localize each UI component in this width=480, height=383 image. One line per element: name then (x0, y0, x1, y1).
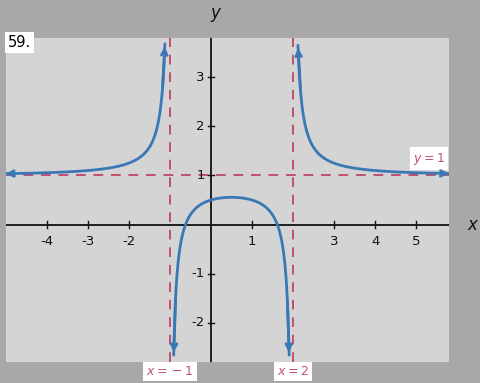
Text: 3: 3 (330, 236, 338, 249)
Text: $x = 2$: $x = 2$ (277, 365, 309, 378)
Text: -4: -4 (40, 236, 53, 249)
Text: 59.: 59. (8, 35, 31, 51)
Text: 4: 4 (371, 236, 379, 249)
Text: $y = 1$: $y = 1$ (413, 151, 445, 167)
Text: x: x (468, 216, 478, 234)
Text: 2: 2 (196, 120, 205, 133)
Text: $x = -1$: $x = -1$ (146, 365, 193, 378)
Text: -2: -2 (122, 236, 135, 249)
Text: 3: 3 (196, 71, 205, 83)
Text: 1: 1 (196, 169, 205, 182)
Text: -2: -2 (192, 316, 205, 329)
Text: -3: -3 (81, 236, 94, 249)
Text: -1: -1 (192, 267, 205, 280)
Text: y: y (211, 4, 221, 22)
Text: 1: 1 (248, 236, 256, 249)
Text: 5: 5 (412, 236, 420, 249)
